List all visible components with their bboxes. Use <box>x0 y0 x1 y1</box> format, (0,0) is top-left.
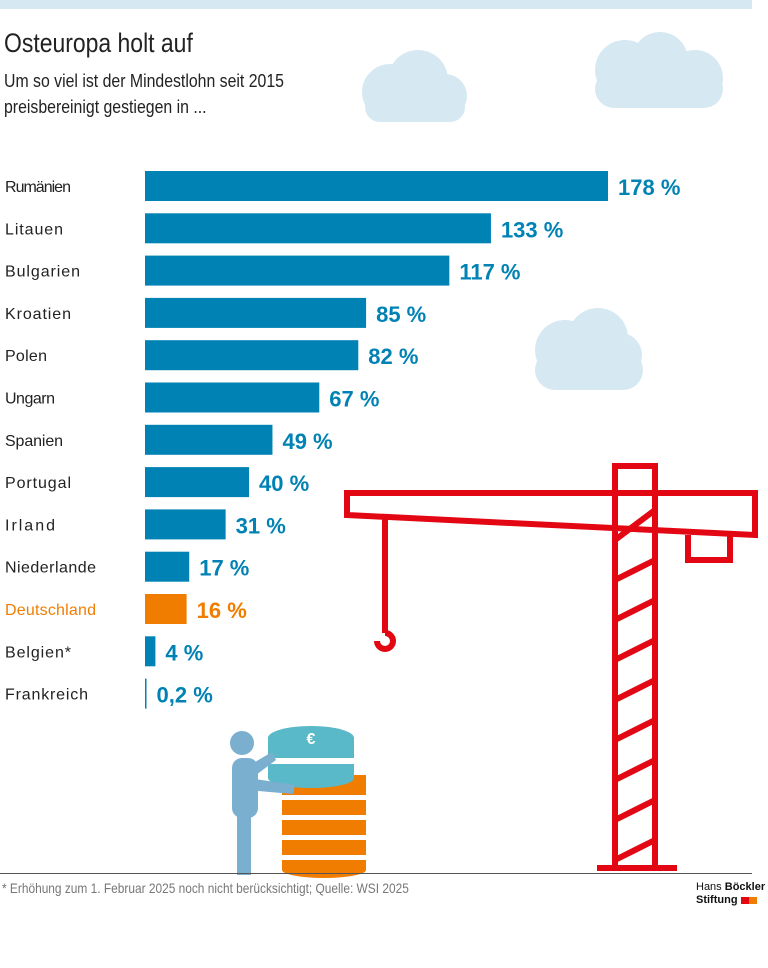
top-bar <box>0 0 752 9</box>
cloud-icon <box>362 50 467 122</box>
category-label: Ungarn <box>5 391 55 408</box>
bar <box>145 297 367 328</box>
logo-text: Böckler <box>724 881 766 893</box>
value-label: 178 % <box>618 175 680 200</box>
person-icon <box>230 731 295 875</box>
bar <box>145 255 450 286</box>
category-label: Irland <box>5 517 55 534</box>
value-label: 0,2 % <box>157 683 213 708</box>
cloud-icon <box>595 32 723 108</box>
value-label: 82 % <box>368 344 418 369</box>
value-label: 117 % <box>459 260 520 285</box>
value-label: 133 % <box>501 217 563 242</box>
bar <box>145 636 156 667</box>
category-label: Spanien <box>5 433 63 450</box>
logo-text: Hans <box>696 881 722 893</box>
category-label: Deutschland <box>5 602 96 619</box>
bar <box>145 213 491 244</box>
category-label: Litauen <box>5 221 63 238</box>
category-label: Belgien* <box>5 644 71 661</box>
logo-text: Stiftung <box>696 894 738 906</box>
svg-text:€: € <box>307 731 316 748</box>
category-label: Rumänien <box>5 179 71 196</box>
category-label: Niederlande <box>5 560 96 577</box>
value-label: 67 % <box>329 387 379 412</box>
value-label: 17 % <box>199 556 249 581</box>
category-label: Portugal <box>5 475 71 492</box>
chart-subtitle: Um so viel ist der Mindestlohn seit 2015… <box>4 71 284 117</box>
bar <box>145 467 250 498</box>
footnote: * Erhöhung zum 1. Februar 2025 noch nich… <box>2 880 409 896</box>
cloud-icon <box>535 308 643 390</box>
bar <box>145 340 359 371</box>
coin-stack-icon: € <box>268 726 366 878</box>
value-label: 31 % <box>236 513 286 538</box>
bar <box>145 594 187 624</box>
category-label: Frankreich <box>5 687 88 704</box>
value-label: 16 % <box>197 598 247 623</box>
value-label: 85 % <box>376 302 426 327</box>
crane-icon <box>344 463 758 871</box>
bar <box>145 509 226 540</box>
bar <box>145 551 190 582</box>
chart-title: Osteuropa holt auf <box>4 28 193 58</box>
bar <box>145 678 147 709</box>
value-label: 49 % <box>282 429 332 454</box>
bar <box>145 171 608 201</box>
category-label: Bulgarien <box>5 264 80 281</box>
bar <box>145 424 273 455</box>
logo: Hans Böckler Stiftung <box>696 881 765 907</box>
value-label: 40 % <box>259 471 309 496</box>
category-label: Polen <box>5 348 47 365</box>
footer-divider <box>0 873 752 874</box>
bar <box>145 382 320 413</box>
value-label: 4 % <box>165 640 203 665</box>
category-label: Kroatien <box>5 306 71 323</box>
